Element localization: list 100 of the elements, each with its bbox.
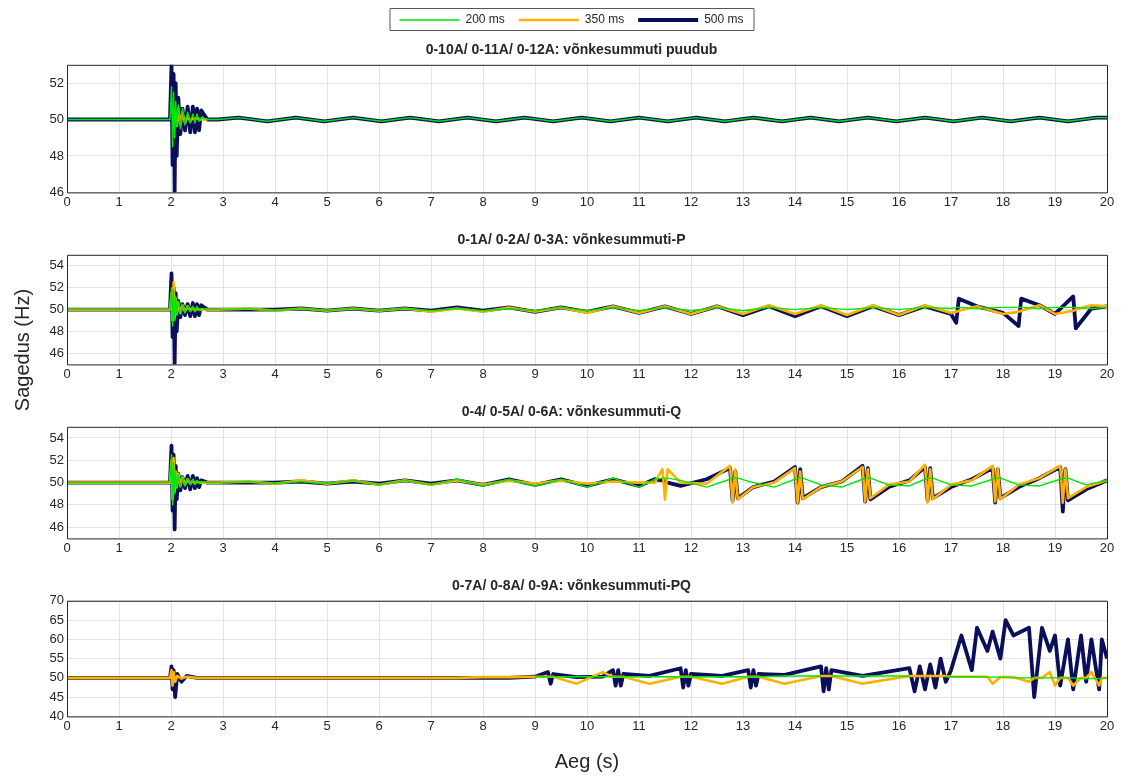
x-tick-label: 18 [995,539,1011,555]
x-tick-label: 13 [735,717,751,733]
x-tick-label: 3 [219,539,227,555]
x-tick-label: 15 [839,365,855,381]
x-tick-label: 0 [63,539,71,555]
y-tick-label: 46 [49,183,64,199]
x-tick-label: 4 [271,539,279,555]
x-tick-label: 8 [479,365,487,381]
legend-label: 350 ms [584,12,625,27]
x-tick-label: 19 [1047,193,1063,209]
x-tick-label: 14 [787,365,803,381]
x-tick-label: 13 [735,193,751,209]
x-tick-label: 16 [891,539,907,555]
x-tick-label: 7 [427,193,435,209]
x-tick-label: 1 [115,539,123,555]
x-tick-label: 18 [995,717,1011,733]
x-tick-label: 17 [943,193,959,209]
chart-title: 0-7A/ 0-8A/ 0-9A: võnkesummuti-PQ [452,577,692,594]
y-tick-label: 48 [49,323,64,339]
x-tick-label: 5 [323,717,331,733]
x-tick-label: 11 [632,539,646,555]
x-tick-label: 0 [63,717,71,733]
y-tick-label: 54 [49,429,64,445]
x-tick-label: 17 [943,365,959,381]
x-tick-label: 1 [115,717,123,733]
x-tick-label: 12 [683,717,699,733]
x-tick-label: 13 [735,539,751,555]
x-tick-label: 14 [787,193,803,209]
x-tick-label: 7 [427,539,435,555]
x-tick-label: 11 [632,193,646,209]
x-tick-label: 1 [115,193,123,209]
x-tick-label: 5 [323,365,331,381]
x-tick-label: 15 [839,717,855,733]
x-tick-label: 0 [63,365,71,381]
x-tick-label: 3 [219,193,227,209]
y-tick-label: 48 [49,147,64,163]
x-tick-label: 18 [995,193,1011,209]
x-tick-label: 2 [167,193,175,209]
x-tick-label: 9 [531,193,539,209]
y-tick-label: 52 [49,451,64,467]
x-tick-label: 10 [579,717,595,733]
x-tick-label: 14 [787,717,803,733]
x-tick-label: 2 [167,539,175,555]
y-tick-label: 46 [49,345,64,361]
x-tick-label: 8 [479,717,487,733]
x-tick-label: 10 [579,539,595,555]
x-tick-label: 4 [271,193,279,209]
x-tick-label: 12 [683,193,699,209]
x-tick-label: 10 [579,193,595,209]
x-tick-label: 7 [427,717,435,733]
x-tick-label: 20 [1099,717,1115,733]
y-tick-label: 65 [49,611,64,627]
x-tick-label: 3 [219,365,227,381]
x-tick-label: 10 [579,365,595,381]
x-tick-label: 2 [167,717,175,733]
y-tick-label: 60 [49,630,64,646]
x-tick-label: 14 [787,539,803,555]
x-tick-label: 12 [683,539,699,555]
x-tick-label: 6 [375,365,383,381]
x-tick-label: 4 [271,365,279,381]
x-tick-label: 9 [531,539,539,555]
x-tick-label: 8 [479,193,487,209]
x-tick-label: 5 [323,539,331,555]
chart-title: 0-4/ 0-5A/ 0-6A: võnkesummuti-Q [461,403,682,420]
x-tick-label: 19 [1047,365,1063,381]
y-tick-label: 52 [49,279,64,295]
chart-title: 0-1A/ 0-2A/ 0-3A: võnkesummuti-P [457,231,686,248]
y-tick-label: 48 [49,496,64,512]
x-tick-label: 9 [531,717,539,733]
y-tick-label: 52 [49,74,64,90]
y-axis-title: Sagedus (Hz) [10,288,34,412]
y-tick-label: 46 [49,518,64,534]
x-tick-label: 18 [995,365,1011,381]
x-tick-label: 17 [943,717,959,733]
x-tick-label: 13 [735,365,751,381]
x-tick-label: 20 [1099,365,1115,381]
x-tick-label: 1 [115,365,123,381]
x-tick-label: 17 [943,539,959,555]
x-tick-label: 4 [271,717,279,733]
x-tick-label: 2 [167,365,175,381]
y-tick-label: 45 [49,688,64,704]
y-tick-label: 50 [49,301,64,317]
y-tick-label: 50 [49,111,64,127]
y-tick-label: 40 [49,707,64,723]
chart-title: 0-10A/ 0-11A/ 0-12A: võnkesummuti puudub [425,41,718,58]
x-tick-label: 11 [632,717,646,733]
y-tick-label: 70 [49,592,64,608]
x-axis-title: Aeg (s) [554,749,620,772]
x-tick-label: 16 [891,717,907,733]
x-tick-label: 9 [531,365,539,381]
x-tick-label: 7 [427,365,435,381]
legend-label: 500 ms [704,12,744,27]
y-tick-label: 54 [49,257,64,273]
x-tick-label: 8 [479,539,487,555]
x-tick-label: 15 [839,539,855,555]
x-tick-label: 0 [63,193,71,209]
x-tick-label: 19 [1047,539,1063,555]
x-tick-label: 16 [891,193,907,209]
x-tick-label: 5 [323,193,331,209]
y-tick-label: 50 [49,474,64,490]
